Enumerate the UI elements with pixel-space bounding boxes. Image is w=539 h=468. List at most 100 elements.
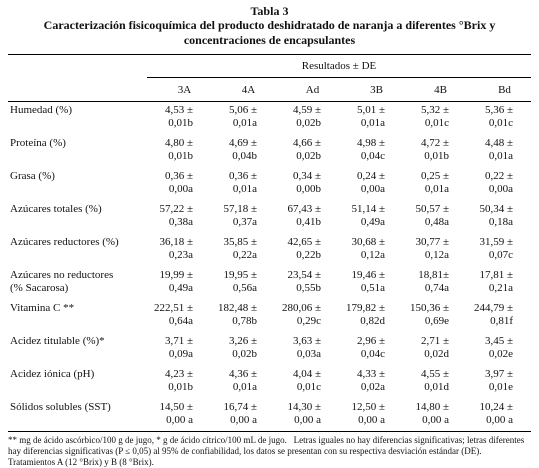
mean-value: 57,22 ± [159,202,193,215]
mean-value: 0,22 ± [484,169,513,182]
value-cell: 5,36 ±0,01c [467,102,531,135]
value-cell: 2,71 ±0,02d [403,333,467,366]
value-cell: 14,80 ±0,00 a [403,398,467,432]
data-table: Resultados ± DE 3A 4A Ad 3B 4B Bd Humedad (%) 4… [8,54,531,432]
value-cell: 51,14 ±0,49a [339,201,403,234]
deviation-value: 0,51a [360,281,385,294]
deviation-value: 0,49a [360,215,385,228]
value-cell: 42,65 ±0,22b [275,234,339,267]
value-cell: 4,36 ±0,01a [211,366,275,399]
value-cell: 0,22 ±0,00a [467,168,531,201]
mean-value: 4,48 ± [484,136,513,149]
row-label: Acidez titulable (%)* [8,333,147,366]
mean-value: 2,71 ± [420,334,449,347]
deviation-value: 0,00 a [166,413,193,426]
row-label-line: Acidez iónica (pH) [10,367,95,380]
deviation-value: 0,22a [232,248,257,261]
column-header: 3A [147,77,211,102]
value-cell: 0,36 ±0,01a [211,168,275,201]
value-cell: 36,18 ±0,23a [147,234,211,267]
value-cell: 222,51 ±0,64a [147,300,211,333]
header-row: Resultados ± DE [8,54,531,78]
value-cell: 50,57 ±0,48a [403,201,467,234]
row-label: Acidez iónica (pH) [8,366,147,399]
deviation-value: 0,02b [296,117,321,129]
value-cell: 67,43 ±0,41b [275,201,339,234]
mean-value: 4,59 ± [292,104,321,116]
header-row: 3A 4A Ad 3B 4B Bd [8,77,531,102]
mean-value: 4,98 ± [356,136,385,149]
mean-value: 19,95 ± [223,268,257,281]
deviation-value: 0,12a [360,248,385,261]
mean-value: 17,81 ± [479,268,513,281]
mean-value: 4,66 ± [292,136,321,149]
deviation-value: 0,41b [296,215,321,228]
value-cell: 0,25 ±0,01a [403,168,467,201]
deviation-value: 0,21a [488,281,513,294]
value-cell: 0,34 ±0,00b [275,168,339,201]
mean-value: 280,06 ± [281,301,321,314]
mean-value: 23,54 ± [287,268,321,281]
mean-value: 30,77 ± [415,235,449,248]
value-cell: 5,32 ±0,01c [403,102,467,135]
row-label-line: Humedad (%) [10,104,73,116]
deviation-value: 0,00 a [422,413,449,426]
column-header: Ad [275,77,339,102]
deviation-value: 0,01a [360,117,385,129]
value-cell: 0,36 ±0,00a [147,168,211,201]
mean-value: 3,71 ± [164,334,193,347]
value-cell: 5,06 ±0,01a [211,102,275,135]
deviation-value: 0,02b [232,347,257,360]
deviation-value: 0,01a [232,117,257,129]
mean-value: 51,14 ± [351,202,385,215]
mean-value: 182,48 ± [217,301,257,314]
deviation-value: 0,55b [296,281,321,294]
row-label-line: Vitamina C ** [10,301,75,314]
deviation-value: 0,01b [168,149,193,162]
mean-value: 50,34 ± [479,202,513,215]
mean-value: 222,51 ± [153,301,193,314]
mean-value: 36,18 ± [159,235,193,248]
column-header: 3B [339,77,403,102]
row-label: Vitamina C ** [8,300,147,333]
mean-value: 14,50 ± [159,400,193,413]
mean-value: 5,06 ± [228,104,257,116]
mean-value: 4,55 ± [420,367,449,380]
mean-value: 0,36 ± [228,169,257,182]
value-cell: 150,36 ±0,69e [403,300,467,333]
deviation-value: 0,01e [488,380,513,393]
deviation-value: 0,04c [360,347,385,360]
mean-value: 50,57 ± [415,202,449,215]
mean-value: 0,25 ± [420,169,449,182]
table-row: Acidez titulable (%)* 3,71 ±0,09a 3,26 ±0,… [8,333,531,366]
deviation-value: 0,00 a [294,413,321,426]
mean-value: 5,01 ± [356,104,385,116]
deviation-value: 0,82d [360,314,385,327]
deviation-value: 0,02d [424,347,449,360]
value-cell: 14,50 ±0,00 a [147,398,211,432]
value-cell: 4,59 ±0,02b [275,102,339,135]
value-cell: 4,72 ±0,01b [403,135,467,168]
value-cell: 3,97 ±0,01e [467,366,531,399]
value-cell: 4,80 ±0,01b [147,135,211,168]
mean-value: 150,36 ± [409,301,449,314]
value-cell: 14,30 ±0,00 a [275,398,339,432]
mean-value: 244,79 ± [473,301,513,314]
row-label: Azúcares reductores (%) [8,234,147,267]
mean-value: 18,81± [418,268,449,281]
deviation-value: 0,49a [168,281,193,294]
value-cell: 31,59 ±0,07c [467,234,531,267]
table-row: Azúcares reductores (%) 36,18 ±0,23a 35,85… [8,234,531,267]
row-label-line: Grasa (%) [10,169,55,182]
mean-value: 4,53 ± [164,104,193,116]
deviation-value: 0,07c [488,248,513,261]
value-cell: 4,98 ±0,04c [339,135,403,168]
mean-value: 3,26 ± [228,334,257,347]
table-head: Resultados ± DE 3A 4A Ad 3B 4B Bd [8,54,531,102]
value-cell: 30,68 ±0,12a [339,234,403,267]
deviation-value: 0,04c [360,149,385,162]
mean-value: 0,34 ± [292,169,321,182]
mean-value: 31,59 ± [479,235,513,248]
value-cell: 16,74 ±0,00 a [211,398,275,432]
